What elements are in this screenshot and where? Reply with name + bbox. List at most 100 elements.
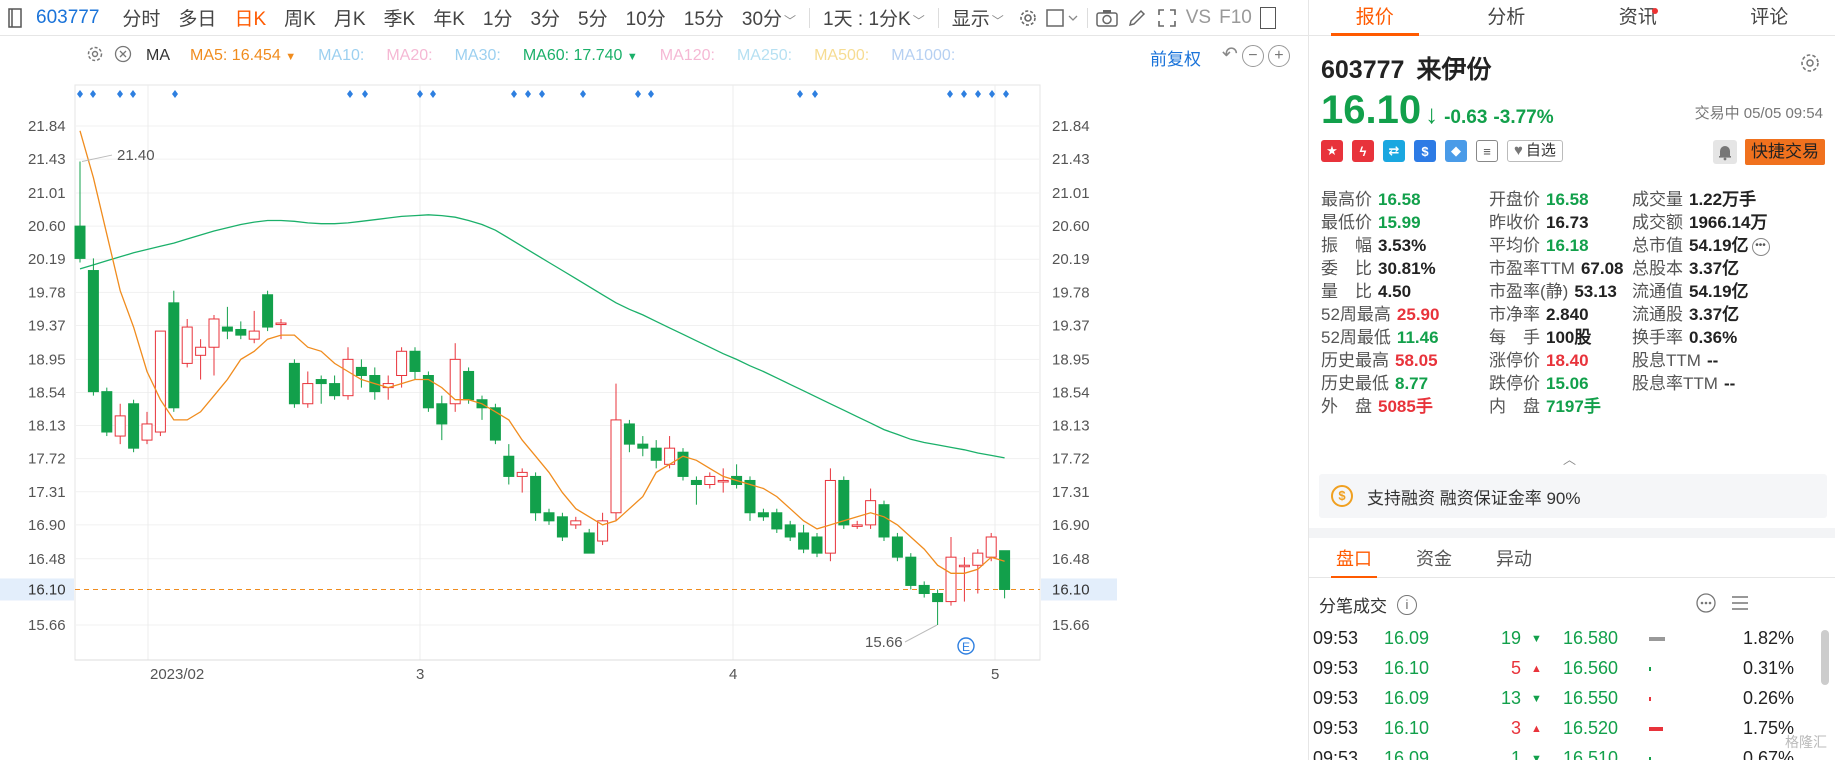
f10-button[interactable]: F10 (1219, 6, 1252, 28)
more-options-icon[interactable]: ••• (1751, 237, 1770, 256)
candle-down[interactable] (878, 504, 890, 538)
candle-down[interactable] (87, 270, 99, 393)
candle-down[interactable] (677, 451, 689, 477)
tab-quote[interactable]: 报价 (1309, 0, 1441, 36)
candle-down[interactable] (623, 423, 635, 445)
event-marker-dot[interactable] (635, 90, 641, 98)
settings-gear-icon[interactable] (1013, 3, 1043, 33)
candle-up[interactable] (704, 475, 716, 486)
indicator-settings-icon[interactable] (86, 45, 104, 68)
candle-down[interactable] (436, 403, 448, 425)
tab-comments[interactable]: 评论 (1750, 7, 1789, 28)
tag-icon[interactable]: ◆ (1445, 140, 1467, 162)
candle-down[interactable] (637, 443, 649, 449)
candle-up[interactable] (275, 322, 287, 326)
alert-bell-icon[interactable] (1713, 140, 1737, 164)
candle-up[interactable] (824, 479, 836, 554)
collapse-chevron-icon[interactable]: ︿ (1563, 452, 1577, 467)
event-e-icon[interactable] (957, 637, 975, 655)
event-marker-dot[interactable] (812, 90, 818, 98)
ma20-value[interactable]: MA20: (386, 47, 433, 64)
shuffle-icon[interactable]: ⇄ (1383, 140, 1405, 162)
event-marker-dot[interactable] (961, 90, 967, 98)
period-multi-day[interactable]: 多日 (178, 9, 217, 30)
period-intraday[interactable]: 分时 (122, 9, 161, 30)
ma5-value[interactable]: MA5: 16.454 ▼ (190, 47, 296, 65)
candle-up[interactable] (717, 479, 729, 483)
candle-up[interactable] (610, 419, 622, 514)
event-marker-dot[interactable] (417, 90, 423, 98)
zoom-in-icon[interactable]: + (1267, 45, 1290, 67)
candle-down[interactable] (503, 455, 515, 477)
candlestick-chart[interactable]: 21.84 21.84 21.43 21.43 21.01 21.01 20.60 20.60… (0, 75, 1308, 760)
candle-down[interactable] (530, 475, 542, 514)
document-icon[interactable]: ≡ (1476, 140, 1498, 162)
period-30min[interactable]: 30分 ﹀ (733, 4, 805, 31)
event-marker-dot[interactable] (90, 90, 96, 98)
event-marker-dot[interactable] (117, 90, 123, 98)
event-marker-dot[interactable] (975, 90, 981, 98)
forward-adjust-button[interactable]: 前复权 (1150, 50, 1201, 69)
dollar-icon[interactable]: $ (1414, 140, 1436, 162)
camera-icon[interactable] (1092, 3, 1122, 33)
compare-vs-button[interactable]: VS (1185, 6, 1212, 28)
candle-down[interactable] (288, 362, 300, 405)
stock-code-tab[interactable]: 603777 (36, 6, 100, 28)
display-menu[interactable]: 显示 ﹀ (943, 4, 1013, 31)
candle-down[interactable] (798, 532, 810, 550)
event-marker-dot[interactable] (130, 90, 136, 98)
candle-up[interactable] (851, 524, 863, 527)
event-marker-dot[interactable] (648, 90, 654, 98)
period-weekly-k[interactable]: 周K (284, 9, 316, 30)
period-10min[interactable]: 10分 (625, 9, 666, 30)
add-watchlist-button[interactable]: ♥ 自选 (1507, 140, 1563, 162)
reset-icon[interactable]: ↶ (1222, 44, 1238, 65)
candle-down[interactable] (932, 593, 944, 603)
pencil-icon[interactable] (1122, 3, 1152, 33)
period-1min[interactable]: 1分 (482, 9, 513, 30)
candle-down[interactable] (422, 375, 434, 409)
candle-down[interactable] (838, 479, 850, 526)
sidebar-toggle-icon[interactable] (4, 3, 26, 33)
event-marker-dot[interactable] (947, 90, 953, 98)
candle-up[interactable] (208, 318, 220, 348)
range-select[interactable]: 1天 : 1分K ﹀ (814, 4, 934, 31)
ma30-value[interactable]: MA30: (454, 47, 501, 64)
candle-up[interactable] (342, 358, 354, 397)
period-3min[interactable]: 3分 (530, 9, 561, 30)
candle-up[interactable] (141, 423, 153, 441)
candle-down[interactable] (771, 512, 783, 530)
period-15min[interactable]: 15分 (683, 9, 724, 30)
list-view-icon[interactable] (1729, 592, 1751, 614)
candle-up[interactable] (570, 520, 582, 526)
panel-settings-icon[interactable] (1799, 52, 1821, 79)
lightning-icon[interactable]: ϟ (1352, 140, 1374, 162)
ma500-value[interactable]: MA500: (814, 47, 870, 64)
candle-down[interactable] (409, 350, 421, 372)
candle-up[interactable] (195, 346, 207, 356)
tick-list-scrollbar[interactable] (1821, 630, 1829, 685)
candle-down[interactable] (262, 294, 274, 328)
candle-down[interactable] (355, 366, 367, 377)
candle-down[interactable] (556, 516, 568, 538)
candle-up[interactable] (945, 556, 957, 603)
event-marker-dot[interactable] (989, 90, 995, 98)
event-marker-dot[interactable] (797, 90, 803, 98)
panel-toggle-icon[interactable] (1259, 6, 1276, 29)
tab-capital-flow[interactable]: 资金 (1416, 549, 1452, 569)
candle-down[interactable] (128, 403, 140, 449)
candle-up[interactable] (154, 330, 166, 433)
tab-order-book[interactable]: 盘口 (1319, 540, 1389, 578)
candle-down[interactable] (744, 479, 756, 514)
period-monthly-k[interactable]: 月K (333, 9, 366, 30)
candle-down[interactable] (168, 302, 180, 409)
candle-up[interactable] (597, 520, 609, 542)
candle-down[interactable] (999, 550, 1011, 590)
candle-down[interactable] (905, 556, 917, 586)
candle-down[interactable] (891, 536, 903, 558)
ma1000-value[interactable]: MA1000: (891, 47, 956, 64)
candle-up[interactable] (248, 330, 260, 340)
ma120-value[interactable]: MA120: (659, 47, 715, 64)
event-marker-dot[interactable] (580, 90, 586, 98)
candle-down[interactable] (543, 512, 555, 522)
